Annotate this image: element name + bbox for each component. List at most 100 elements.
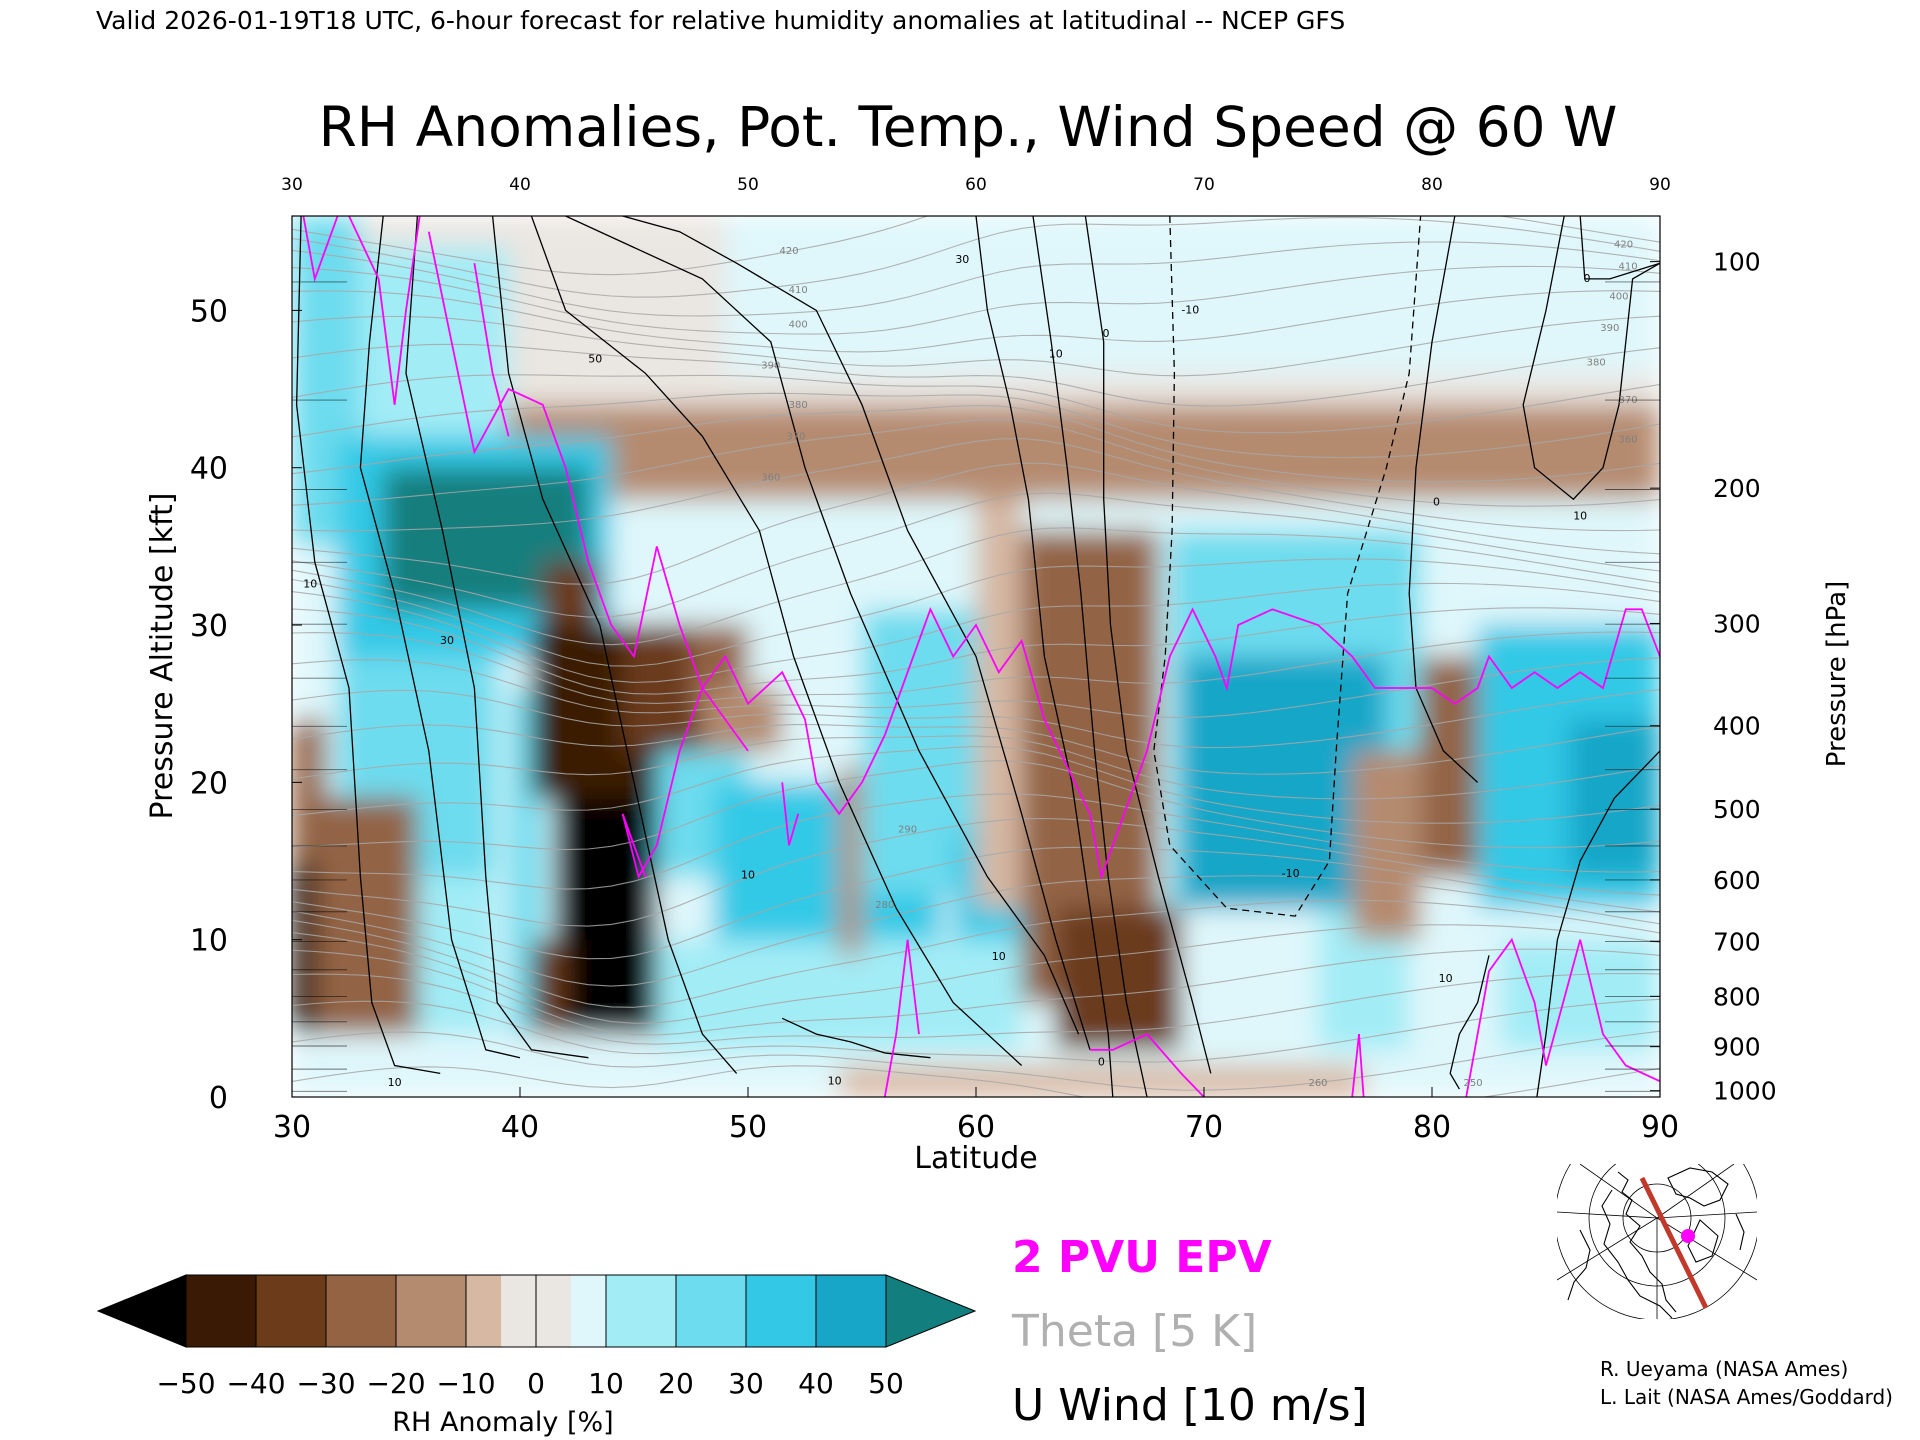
epv-contour [348,216,421,405]
u-wind-contour [975,216,1114,1097]
u-wind-contour [1579,216,1660,280]
colorbar: −50 −40 −30 −20 −10 0 10 20 30 40 50 [96,1274,977,1400]
pressure-tick-label: 600 [1713,866,1761,895]
x-top-tick-label: 50 [737,175,759,195]
theta-contour [292,631,1660,704]
colorbar-tick-label: −30 [296,1367,355,1400]
colorbar-tick-label: 50 [868,1367,904,1400]
colorbar-tick-label: 40 [798,1367,834,1400]
x-top-tick-label: 30 [281,175,303,195]
theta-label: 290 [898,825,917,836]
colorbar-bin [676,1275,746,1347]
colorbar-tick-label: −10 [436,1367,495,1400]
map-graticule [1557,1164,1757,1319]
pressure-axis-label: Pressure [hPa] [1822,581,1852,768]
theta-contour [292,924,1660,1024]
theta-contour [292,846,1660,960]
u-wind-contour [295,216,441,1075]
colorbar-bin [466,1275,501,1347]
u-wind-label: 30 [440,634,454,647]
colorbar-max-extension [885,1274,977,1348]
u-wind-label: -10 [1181,304,1199,317]
u-wind-contour [491,216,738,1074]
pressure-axis-ticks: 100 200 300 400 500 600 700 800 900 1000 [1650,248,1777,1106]
u-wind-label: 10 [741,868,755,881]
epv-contour [781,782,800,846]
theta-label: 410 [1619,261,1638,272]
epv-contour [473,263,510,437]
contour-labels: 420 410 400 390 380 370 360 290 280 260 250 420 410 4… [303,239,1637,1089]
pressure-tick-label: 900 [1713,1033,1761,1062]
valid-time-header: Valid 2026-01-19T18 UTC, 6-hour forecast… [96,6,1345,35]
rh-cell [725,216,1341,374]
theta-label: 400 [789,320,808,331]
rh-cell [554,798,657,1035]
chart-title: RH Anomalies, Pot. Temp., Wind Speed @ 6… [319,95,1618,159]
x-top-tick-label: 90 [1649,175,1671,195]
rh-cell [292,861,315,1035]
epv-contour [302,216,339,283]
colorbar-bin [571,1275,606,1347]
theta-label: 370 [786,431,805,442]
colorbar-tick-label: 20 [658,1367,694,1400]
theta-contours [292,216,1660,1097]
u-wind-contour [1536,750,1660,1097]
colorbar-bin [326,1275,396,1347]
u-wind-contour [1084,216,1212,1074]
theta-label: 420 [779,246,798,257]
legend-epv: 2 PVU EPV [1012,1232,1272,1283]
pressure-tick-label: 300 [1713,609,1761,638]
theta-contour [292,374,1660,434]
cross-section-line [1639,1176,1709,1310]
rh-cell [1500,939,1660,1050]
u-wind-label: 0 [1433,495,1440,508]
theta-label: 400 [1609,291,1628,302]
credit-line-1: R. Ueyama (NASA Ames) [1600,1357,1848,1381]
u-wind-label: 10 [303,577,317,590]
theta-contour [292,607,1660,695]
colorbar-bin [501,1275,536,1347]
theta-label: 250 [1463,1078,1482,1089]
theta-contour [292,948,1660,1036]
theta-contour [292,972,1660,1045]
epv-contour [621,606,1660,881]
theta-label: 380 [789,400,808,411]
theta-contour [292,216,1660,276]
rh-cell [839,1065,1364,1097]
theta-contour [292,735,1660,800]
theta-contour [292,343,1660,407]
u-wind-label: 10 [388,1076,402,1089]
theta-label: 360 [761,472,780,483]
y-tick-label: 20 [190,766,228,801]
theta-contour [292,492,1660,618]
u-wind-contours [295,216,1660,1097]
colorbar-bin [816,1275,886,1347]
theta-label: 390 [761,361,780,372]
u-wind-label: 50 [588,352,602,365]
pressure-tick-label: 500 [1713,795,1761,824]
y-axis-ticks: 0 10 20 30 40 50 [190,294,302,1116]
theta-contour [292,657,1660,719]
colorbar-bin [746,1275,816,1347]
u-wind-contour [622,216,1091,1050]
theta-contour [292,438,1660,532]
colorbar-tick-label: 10 [588,1367,624,1400]
epv-contour [883,939,920,1097]
u-wind-label: 0 [1102,327,1109,340]
inset-locator-map [1557,1164,1757,1319]
x-axis-ticks: 30 40 50 60 70 80 90 [273,1087,1679,1145]
u-wind-contour [1449,955,1490,1090]
theta-contour [292,558,1660,667]
colorbar-bin [606,1275,676,1347]
epv-contour [427,231,749,752]
y-tick-label: 10 [190,924,228,959]
x-tick-label: 70 [1185,1110,1223,1145]
pressure-tick-label: 700 [1713,927,1761,956]
u-wind-label: 0 [1584,272,1591,285]
theta-label: 280 [875,900,894,911]
pressure-tick-label: 100 [1713,248,1761,277]
theta-label: 390 [1600,323,1619,334]
colorbar-tick-label: −40 [226,1367,285,1400]
u-wind-label: 30 [955,253,969,266]
